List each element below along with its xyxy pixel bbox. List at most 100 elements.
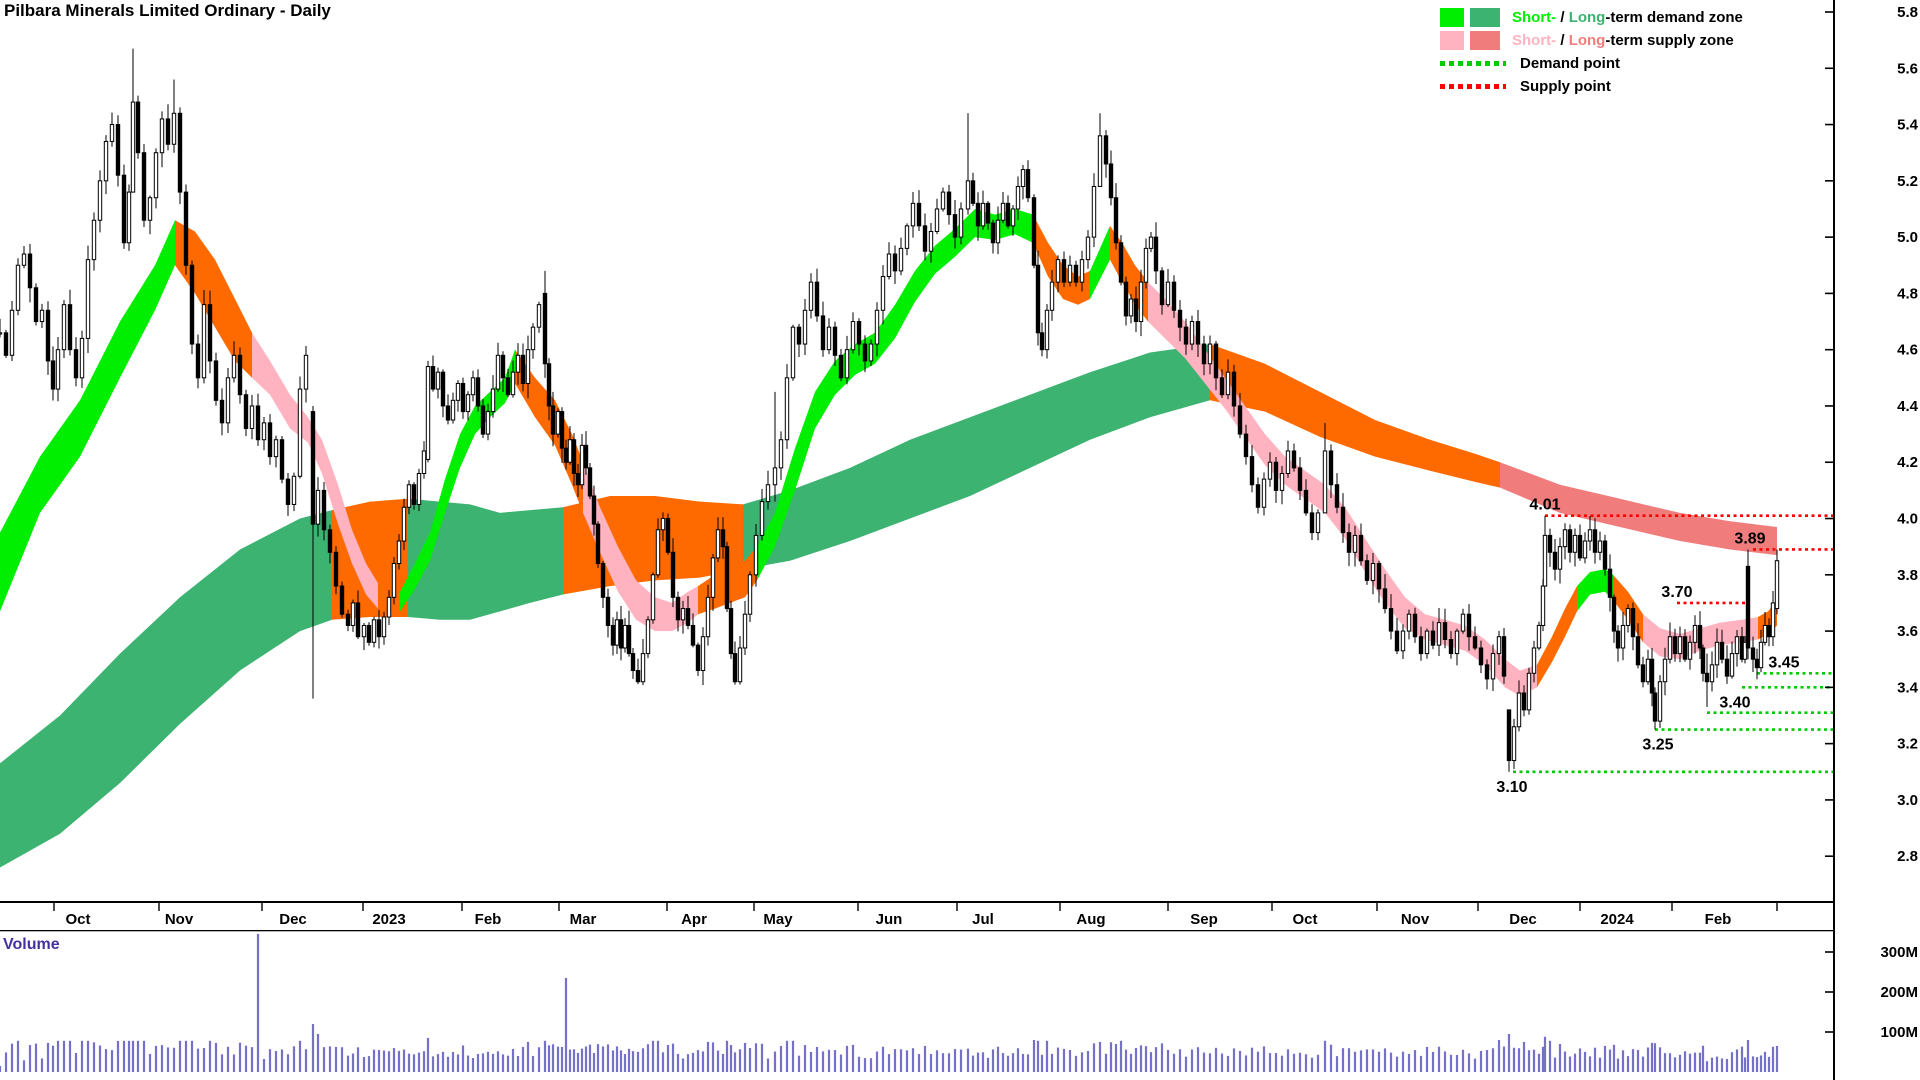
candle-body xyxy=(1611,596,1617,632)
candle-body xyxy=(1719,641,1725,660)
price-tick-label: 4.6 xyxy=(1897,342,1918,359)
volume-bar xyxy=(899,1049,903,1072)
candle-body xyxy=(660,518,666,531)
candle-body xyxy=(814,281,820,317)
candle-body xyxy=(455,382,461,401)
volume-bar xyxy=(367,1056,371,1072)
candle-body xyxy=(975,202,981,227)
volume-bar xyxy=(311,1024,315,1072)
volume-bar xyxy=(1673,1057,1677,1072)
annotation-price-label: 3.40 xyxy=(1719,694,1750,711)
volume-bar xyxy=(196,1048,200,1072)
volume-bar xyxy=(304,1049,308,1072)
candle-body xyxy=(480,405,486,435)
candle-body xyxy=(15,264,21,311)
volume-bar xyxy=(131,1040,135,1072)
candle-body xyxy=(1649,658,1655,694)
volume-bar xyxy=(1767,1056,1771,1072)
volume-bar xyxy=(1323,1040,1327,1072)
candle-body xyxy=(536,304,542,328)
candle-body xyxy=(1557,546,1563,570)
candle-body xyxy=(386,596,392,618)
candle-body xyxy=(333,551,339,587)
volume-bar xyxy=(1104,1053,1108,1072)
chart-legend: Short- / Long-term demand zone Short- / L… xyxy=(1440,6,1743,98)
candle-body xyxy=(1073,264,1079,283)
price-tick-label: 4.4 xyxy=(1897,398,1919,415)
volume-bar xyxy=(1074,1055,1078,1072)
candle-body xyxy=(1195,321,1201,345)
candle-body xyxy=(1394,630,1400,652)
candle-body xyxy=(1113,197,1119,244)
volume-bar xyxy=(377,1049,381,1072)
volume-bar xyxy=(1202,1052,1206,1072)
candle-body xyxy=(892,253,898,272)
candle-body xyxy=(1454,630,1460,655)
volume-bar xyxy=(4,1052,8,1072)
volume-bar xyxy=(981,1052,985,1072)
candle-body xyxy=(1388,608,1394,632)
price-tick-label: 3.6 xyxy=(1897,623,1918,640)
volume-bar xyxy=(446,1056,450,1072)
candle-body xyxy=(213,360,219,401)
volume-bar xyxy=(40,1058,44,1072)
short-term-band-segment xyxy=(175,220,252,378)
candle-body xyxy=(1055,259,1061,283)
volume-bar xyxy=(1220,1053,1224,1072)
long-term-band-segment xyxy=(1500,462,1777,556)
candle-body xyxy=(55,349,61,390)
volume-bar xyxy=(676,1053,680,1072)
volume-bar xyxy=(1184,1056,1188,1072)
candle-body xyxy=(832,326,838,356)
volume-bar xyxy=(636,1051,640,1072)
legend-label-part: Short- xyxy=(1512,32,1557,49)
candle-body xyxy=(1108,163,1114,199)
candle-body xyxy=(1496,636,1502,655)
volume-bar xyxy=(1588,1056,1592,1072)
volume-bar xyxy=(623,1054,627,1072)
candle-body xyxy=(546,363,552,407)
candle-body xyxy=(261,422,267,441)
volume-bar xyxy=(821,1051,825,1072)
volume-bar xyxy=(382,1050,386,1072)
price-tick-label: 3.8 xyxy=(1897,567,1918,584)
candle-body xyxy=(802,309,808,345)
volume-bar xyxy=(1730,1052,1734,1072)
candle-body xyxy=(600,563,606,598)
candle-body xyxy=(1358,534,1364,562)
candle-body xyxy=(742,613,748,649)
volume-bar xyxy=(893,1049,897,1072)
volume-bar xyxy=(738,1049,742,1072)
volume-bar xyxy=(322,1047,326,1072)
candle-body xyxy=(1602,540,1608,570)
volume-bar xyxy=(208,1040,212,1072)
volume-bar xyxy=(1621,1050,1625,1072)
volume-bar xyxy=(190,1040,194,1072)
candle-body xyxy=(183,191,189,266)
candle-body xyxy=(680,608,686,621)
candle-body xyxy=(1597,540,1603,553)
candle-body xyxy=(710,557,716,598)
volume-bar xyxy=(1359,1050,1363,1072)
candle-body xyxy=(965,180,971,210)
volume-bar xyxy=(172,1047,176,1072)
candle-body xyxy=(820,315,826,351)
candle-body xyxy=(614,619,620,646)
volume-bar xyxy=(619,1050,623,1072)
volume-bar xyxy=(531,1055,535,1072)
candle-body xyxy=(1750,647,1756,660)
volume-bar xyxy=(1636,1050,1640,1072)
volume-bar xyxy=(1262,1046,1266,1072)
candle-body xyxy=(1770,602,1776,638)
candle-body xyxy=(1364,560,1370,581)
volume-bar xyxy=(1678,1054,1682,1072)
price-tick-label: 4.2 xyxy=(1897,454,1918,471)
volume-bar xyxy=(226,1046,230,1072)
long-term-band-segment xyxy=(1210,344,1500,488)
candle-body xyxy=(153,152,159,199)
legend-row: Short- / Long-term supply zone xyxy=(1440,29,1743,52)
candle-body xyxy=(1424,630,1430,655)
legend-row: Supply point xyxy=(1440,75,1743,98)
volume-bar xyxy=(256,934,260,1072)
